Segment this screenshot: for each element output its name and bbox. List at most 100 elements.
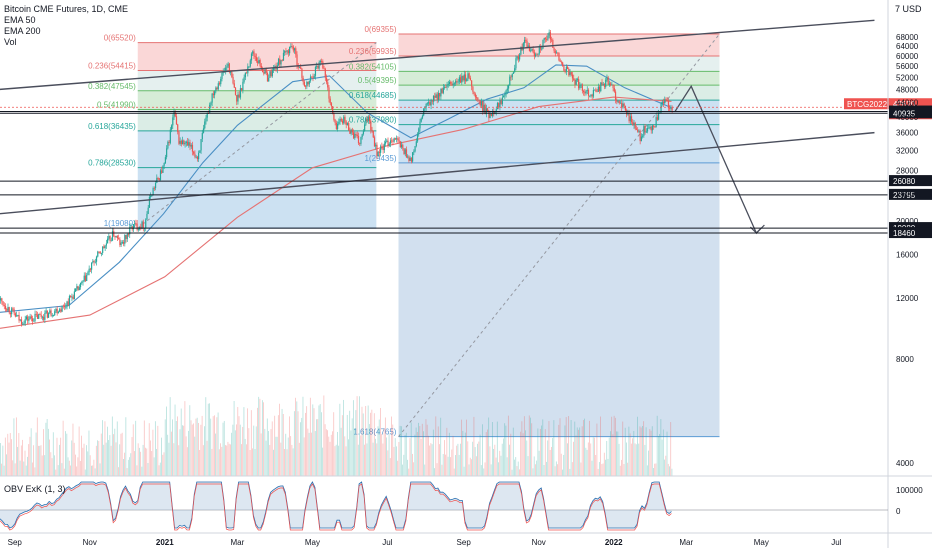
volume-bar — [157, 425, 159, 476]
candle-body — [462, 75, 464, 81]
candle-body — [547, 35, 549, 40]
volume-bar — [662, 429, 664, 476]
volume-bar — [537, 428, 539, 476]
volume-bar — [49, 439, 50, 476]
candle-body — [312, 76, 314, 78]
candle-body — [280, 60, 282, 65]
candle-body — [522, 43, 524, 51]
candle-body — [341, 120, 344, 124]
candle-body — [501, 97, 504, 104]
candle-body — [394, 138, 397, 140]
volume-bar — [665, 455, 667, 476]
fib-level-label: 0.5(49395) — [358, 76, 397, 85]
candle-body — [474, 94, 476, 98]
candle-body — [27, 316, 29, 321]
volume-bar — [274, 415, 276, 476]
volume-bar — [578, 429, 579, 476]
volume-bar — [79, 460, 81, 476]
volume-bar — [54, 455, 55, 476]
volume-bar — [227, 441, 229, 476]
volume-bar — [574, 421, 576, 476]
x-tick-label: Jul — [831, 538, 841, 547]
candle-body — [440, 88, 442, 97]
volume-bar — [237, 407, 239, 476]
volume-legend[interactable]: Vol — [4, 37, 17, 47]
volume-bar — [341, 415, 343, 476]
candle-body — [340, 119, 342, 121]
candle-body — [421, 115, 424, 119]
candle-body — [601, 82, 603, 85]
candle-body — [594, 89, 596, 91]
price-axis-tag-bg — [889, 175, 932, 187]
volume-bar — [507, 415, 509, 476]
candle-body — [439, 92, 441, 97]
candle-body — [309, 76, 312, 81]
candle-body — [435, 94, 437, 98]
ema50-legend[interactable]: EMA 50 — [4, 15, 36, 25]
candle-body — [28, 318, 30, 321]
volume-bar — [107, 426, 108, 476]
candle-body — [581, 84, 583, 91]
volume-bar — [141, 466, 143, 476]
candle-body — [57, 311, 60, 314]
volume-bar — [136, 465, 138, 476]
volume-bar — [65, 431, 66, 476]
volume-bar — [628, 426, 630, 476]
volume-bar — [415, 427, 417, 476]
candle-body — [183, 140, 185, 145]
volume-bar — [613, 415, 615, 476]
candle-body — [269, 71, 271, 78]
volume-bar — [671, 468, 673, 476]
candle-body — [227, 63, 229, 67]
currency-toggle[interactable]: 7 — [895, 4, 901, 14]
candle-body — [396, 138, 398, 140]
candle-body — [533, 52, 535, 57]
candle-body — [532, 49, 534, 53]
volume-bar — [530, 417, 531, 476]
candle-body — [536, 54, 538, 56]
candle-body — [216, 87, 218, 90]
candle-body — [665, 99, 667, 100]
volume-bar — [637, 416, 638, 476]
volume-bar — [179, 429, 181, 476]
ema200-legend[interactable]: EMA 200 — [4, 26, 41, 36]
candle-body — [241, 88, 243, 91]
volume-bar — [201, 415, 203, 476]
price-axis-tag: 18460 — [893, 229, 916, 238]
volume-bar — [399, 425, 401, 476]
candle-body — [597, 86, 599, 92]
candle-body — [316, 65, 318, 68]
candle-body — [658, 113, 660, 120]
volume-bar — [373, 413, 375, 476]
candle-body — [555, 52, 558, 54]
candle-body — [539, 47, 542, 50]
candle-body — [351, 129, 353, 133]
volume-bar — [494, 444, 496, 476]
volume-bar — [67, 457, 69, 476]
fib-band — [137, 109, 377, 131]
volume-bar — [361, 406, 363, 476]
oscillator-legend[interactable]: OBV ExK (1, 3) — [4, 484, 66, 494]
currency-selector[interactable]: 7 USD — [895, 4, 922, 14]
symbol-price-tag-bg — [844, 98, 890, 110]
volume-bar — [590, 443, 592, 476]
currency-label[interactable]: USD — [902, 4, 922, 14]
candle-body — [185, 141, 187, 143]
volume-bar — [388, 433, 390, 476]
x-tick-label: May — [305, 538, 320, 547]
volume-bar — [75, 454, 76, 476]
volume-bar — [642, 426, 643, 476]
candle-body — [22, 323, 24, 325]
candle-body — [145, 219, 147, 229]
volume-bar — [568, 416, 570, 476]
candle-body — [361, 134, 363, 138]
candle-body — [562, 62, 564, 67]
candle-body — [287, 50, 290, 54]
volume-bar — [389, 458, 391, 476]
symbol-title[interactable]: Bitcoin CME Futures, 1D, CME — [4, 4, 129, 14]
candle-body — [121, 242, 123, 243]
x-tick-label: Nov — [532, 538, 546, 547]
volume-bar — [384, 417, 386, 476]
